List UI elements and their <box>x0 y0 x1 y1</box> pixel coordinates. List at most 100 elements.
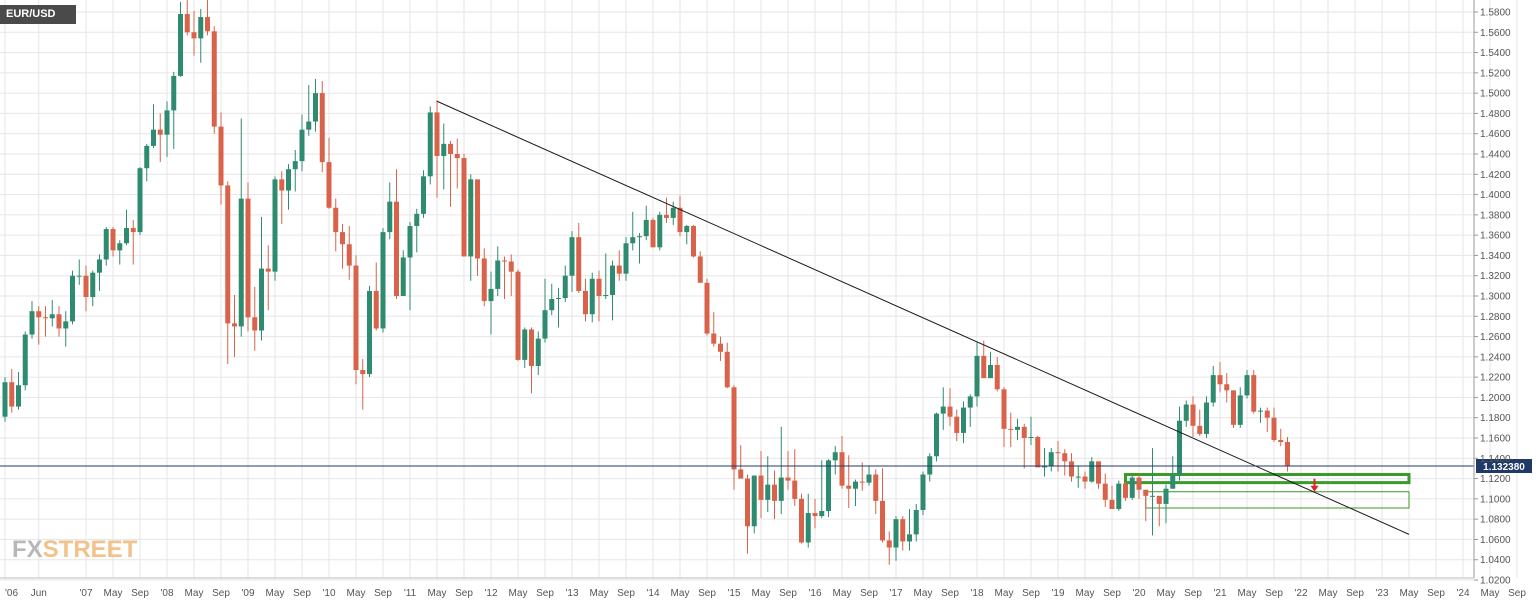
candle-body-bearish <box>711 333 717 344</box>
candle-body-bullish <box>589 278 595 315</box>
y-tick-label: 1.4000 <box>1480 190 1511 201</box>
x-tick-label: May <box>995 588 1014 599</box>
candle-body-bearish <box>772 484 777 501</box>
candle-body-bearish <box>799 498 804 543</box>
candle-body-bearish <box>1102 483 1108 500</box>
candle-body-bearish <box>481 258 487 302</box>
x-tick-label: '23 <box>1375 588 1388 599</box>
candle-body-bullish <box>22 334 28 386</box>
candle-body-bearish <box>529 329 534 366</box>
x-tick-label: Sep <box>212 588 230 599</box>
candle-body-bullish <box>623 243 629 274</box>
candle-body-bullish <box>657 214 663 248</box>
x-tick-label: '12 <box>484 588 497 599</box>
candle-body-bullish <box>643 219 649 237</box>
x-tick-label: '19 <box>1051 588 1064 599</box>
candle-body-bearish <box>502 260 507 262</box>
candle-body-bullish <box>562 275 568 299</box>
y-tick-label: 1.5200 <box>1480 68 1511 79</box>
candle-body-bearish <box>9 382 15 407</box>
candle-body-bullish <box>16 385 21 407</box>
candle-body-bullish <box>441 143 447 157</box>
x-tick-label: Sep <box>860 588 878 599</box>
candle-body-bullish <box>751 475 757 527</box>
candle-body-bullish <box>407 226 413 258</box>
candle-body-bullish <box>63 321 69 329</box>
candle-body-bearish <box>900 519 906 542</box>
candle-body-bullish <box>913 510 919 535</box>
candle-body-bearish <box>758 475 764 500</box>
candle-body-bullish <box>137 168 143 233</box>
candle-body-bullish <box>522 329 528 360</box>
candle-body-bullish <box>97 259 102 273</box>
y-tick-label: 1.1000 <box>1480 494 1511 505</box>
candle-body-bearish <box>1231 390 1236 425</box>
downward-trendline[interactable] <box>436 100 1410 535</box>
candle-body-bullish <box>967 396 973 408</box>
candle-body-bearish <box>691 226 696 257</box>
candle-body-bullish <box>1258 410 1263 412</box>
candle-body-bearish <box>360 370 366 375</box>
candle-body-bullish <box>920 474 926 511</box>
candle-body-bullish <box>124 228 129 244</box>
logo-fx-text: FX <box>12 536 43 563</box>
current-price-label: 1.132380 <box>1483 462 1525 473</box>
candle-body-bullish <box>832 452 838 461</box>
candle-body-bullish <box>400 257 406 296</box>
candle-body-bearish <box>1197 425 1203 434</box>
candle-body-bearish <box>873 474 879 501</box>
candle-body-bearish <box>1136 477 1142 490</box>
candle-body-bearish <box>1055 452 1061 454</box>
candle-body-bullish <box>286 169 291 191</box>
candle-body-bearish <box>1156 495 1162 504</box>
candle-body-bearish <box>1271 417 1277 441</box>
x-tick-label: May <box>671 588 690 599</box>
support-zone-primary <box>1124 473 1411 485</box>
candle-body-bullish <box>178 14 183 76</box>
candle-body-bullish <box>1210 375 1216 403</box>
candle-body-bullish <box>819 511 825 517</box>
candle-body-bearish <box>373 290 379 329</box>
x-tick-label: '13 <box>565 588 578 599</box>
candle-body-bearish <box>1096 461 1101 484</box>
candle-body-bearish <box>475 179 480 259</box>
candle-body-bearish <box>232 323 237 327</box>
x-tick-label: Sep <box>1508 588 1526 599</box>
candle-body-bullish <box>1237 395 1243 425</box>
candle-body-bearish <box>252 317 258 331</box>
candle-body-bearish <box>110 229 116 251</box>
candle-body-bullish <box>306 121 312 130</box>
candle-body-bearish <box>205 17 210 32</box>
candle-body-bearish <box>1285 442 1290 467</box>
candle-body-bearish <box>333 207 339 233</box>
candle-body-bullish <box>299 129 305 162</box>
candle-body-bearish <box>1278 440 1284 443</box>
x-tick-label: '22 <box>1294 588 1307 599</box>
x-tick-label: May <box>1238 588 1257 599</box>
current-price-badge <box>1476 459 1532 474</box>
y-tick-label: 1.0600 <box>1480 535 1511 546</box>
x-tick-label: '16 <box>808 588 821 599</box>
fxstreet-logo: FXSTREET <box>12 536 137 564</box>
y-tick-label: 1.0400 <box>1480 555 1511 566</box>
candle-body-bearish <box>211 31 217 127</box>
candle-body-bearish <box>279 179 285 191</box>
candle-body-bullish <box>488 288 494 302</box>
candle-body-bullish <box>610 265 615 295</box>
current-price-layer: 1.132380 <box>0 459 1532 474</box>
candle-body-bearish <box>1062 453 1068 462</box>
candle-body-bullish <box>535 338 541 366</box>
candle-body-bearish <box>846 485 852 489</box>
y-tick-label: 1.4400 <box>1480 150 1511 161</box>
candle-body-bullish <box>164 110 170 135</box>
y-tick-label: 1.5000 <box>1480 89 1511 100</box>
candle-body-bearish <box>1109 499 1115 509</box>
candle-body-bearish <box>1143 489 1149 496</box>
candle-body-bearish <box>130 228 136 233</box>
x-tick-label: '20 <box>1132 588 1145 599</box>
candle-body-bullish <box>272 179 278 272</box>
x-tick-label: May <box>1319 588 1338 599</box>
candle-body-bullish <box>151 129 156 146</box>
y-tick-label: 1.3800 <box>1480 210 1511 221</box>
